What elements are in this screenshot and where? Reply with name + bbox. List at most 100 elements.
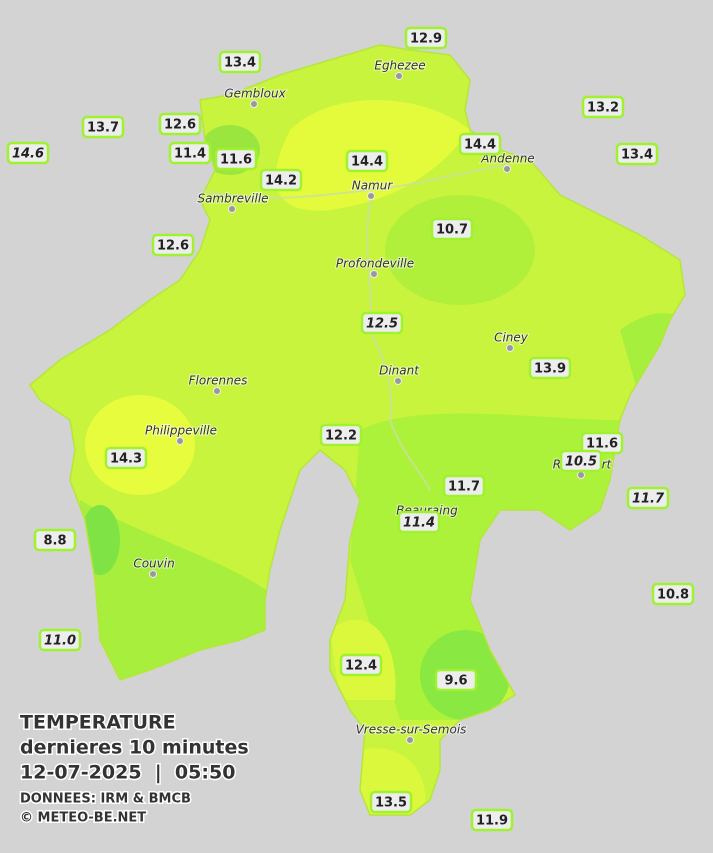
station-temperature: 12.2 [325, 429, 357, 444]
station-box [81, 115, 125, 139]
station-temperature: 11.7 [632, 492, 665, 507]
station-temperature: 14.3 [110, 452, 142, 467]
station-box [33, 528, 77, 552]
station-box [158, 112, 202, 136]
station-temperature: 13.2 [587, 101, 619, 116]
station-box [151, 233, 195, 257]
station-box [345, 149, 389, 173]
station-box [369, 790, 413, 814]
station: 14.6 [6, 141, 50, 165]
station: 14.3 [104, 446, 148, 470]
legend-source: DONNEES: IRM & BMCB [20, 792, 191, 807]
city-name: Eghezee [374, 59, 425, 73]
city-dot [176, 437, 184, 445]
city-dot [503, 165, 511, 173]
city-dot [213, 387, 221, 395]
station: 14.2 [259, 168, 303, 192]
station: 12.5 [360, 311, 404, 335]
station-box [528, 356, 572, 380]
station: 13.4 [218, 50, 262, 74]
station-temperature: 13.4 [224, 56, 256, 71]
station: 12.6 [158, 112, 202, 136]
station: 11.0 [38, 628, 82, 652]
station: 12.9 [404, 26, 448, 50]
station-box [404, 26, 448, 50]
station: 12.2 [319, 423, 363, 447]
station-temperature: 13.4 [621, 148, 653, 163]
station-temperature: 11.6 [586, 437, 618, 452]
station: 14.4 [458, 132, 502, 156]
city-name: Ciney [494, 331, 529, 345]
station: 13.4 [615, 142, 659, 166]
legend-subtitle: dernieres 10 minutes [20, 737, 249, 759]
station: 8.8 [33, 528, 77, 552]
city-name: Florennes [189, 374, 248, 388]
station-temperature: 13.9 [534, 362, 566, 377]
city-name: Dinant [379, 364, 420, 378]
legend-copyright: © METEO-BE.NET [20, 811, 146, 826]
station-temperature: 12.6 [157, 239, 189, 254]
station-temperature: 14.6 [12, 147, 44, 162]
station-temperature: 11.0 [44, 634, 76, 649]
station: 11.7 [626, 486, 670, 510]
station: 11.4 [168, 141, 212, 165]
station-temperature: 9.6 [444, 674, 467, 689]
station: 11.9 [470, 808, 514, 832]
station-temperature: 11.4 [174, 147, 206, 162]
station: 13.9 [528, 356, 572, 380]
station: 13.7 [81, 115, 125, 139]
station-box [434, 668, 478, 692]
city-dot [149, 570, 157, 578]
station-temperature: 10.8 [657, 588, 689, 603]
station-box [6, 141, 50, 165]
city-name: Vresse-sur-Semois [356, 723, 467, 737]
station-temperature: 14.2 [265, 174, 297, 189]
station-temperature: 11.4 [403, 516, 435, 531]
station-box [581, 95, 625, 119]
station-box [442, 474, 486, 498]
city-dot [395, 72, 403, 80]
city-name: Gembloux [224, 87, 286, 101]
city-name: Philippeville [145, 424, 217, 438]
station-box [559, 449, 603, 473]
legend-datetime: 12-07-2025 | 05:50 [20, 762, 235, 784]
station-box [397, 510, 441, 534]
legend-title: TEMPERATURE [20, 712, 176, 734]
station-box [259, 168, 303, 192]
station: 11.4 [397, 510, 441, 534]
city-dot [406, 736, 414, 744]
station-temperature: 10.5 [565, 455, 597, 470]
station-box [319, 423, 363, 447]
station: 14.4 [345, 149, 389, 173]
station-box [218, 50, 262, 74]
station-box [458, 132, 502, 156]
city-name: Sambreville [197, 192, 268, 206]
station: 12.4 [339, 653, 383, 677]
station-temperature: 11.9 [476, 814, 508, 829]
station: 10.7 [430, 217, 474, 241]
city-dot [228, 205, 236, 213]
station-box [38, 628, 82, 652]
city-name: Profondeville [336, 257, 414, 271]
station: 12.6 [151, 233, 195, 257]
city-name: Couvin [133, 557, 174, 571]
city-dot [250, 100, 258, 108]
station-box [214, 147, 258, 171]
station-box [360, 311, 404, 335]
station-temperature: 11.6 [220, 153, 252, 168]
station-temperature: 12.5 [366, 317, 398, 332]
station: 11.6 [580, 431, 624, 455]
city-dot [577, 471, 585, 479]
station: 10.5 [559, 449, 603, 473]
station-box [339, 653, 383, 677]
station-box [651, 582, 695, 606]
station: 11.7 [442, 474, 486, 498]
city-dot [370, 270, 378, 278]
city-dot [394, 377, 402, 385]
station-box [168, 141, 212, 165]
station-box [580, 431, 624, 455]
city-dot [506, 344, 514, 352]
labels: EghezeeGemblouxAndenneNamurSambrevillePr… [6, 26, 695, 832]
station: 13.5 [369, 790, 413, 814]
